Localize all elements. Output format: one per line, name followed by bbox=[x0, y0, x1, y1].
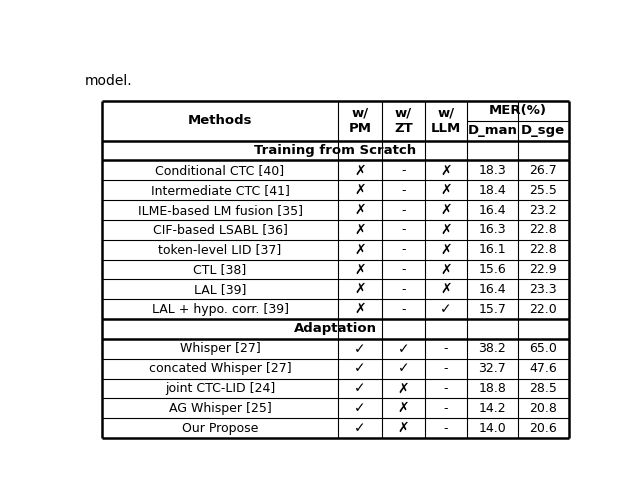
Text: concated Whisper [27]: concated Whisper [27] bbox=[148, 362, 291, 375]
Text: ✗: ✗ bbox=[440, 282, 452, 296]
Text: -: - bbox=[401, 263, 406, 276]
Text: ✗: ✗ bbox=[440, 163, 452, 178]
Text: ✓: ✓ bbox=[354, 381, 365, 395]
Text: -: - bbox=[401, 204, 406, 217]
Text: 14.2: 14.2 bbox=[479, 402, 506, 415]
Text: 16.4: 16.4 bbox=[479, 204, 506, 217]
Text: ✗: ✗ bbox=[354, 163, 365, 178]
Text: 25.5: 25.5 bbox=[529, 184, 557, 197]
Text: LAL [39]: LAL [39] bbox=[194, 283, 246, 296]
Text: 22.9: 22.9 bbox=[529, 263, 557, 276]
Text: ✓: ✓ bbox=[354, 342, 365, 356]
Text: 23.3: 23.3 bbox=[529, 283, 557, 296]
Text: ✗: ✗ bbox=[440, 203, 452, 217]
Text: -: - bbox=[401, 184, 406, 197]
Text: 47.6: 47.6 bbox=[529, 362, 557, 375]
Text: 16.1: 16.1 bbox=[479, 243, 506, 256]
Text: ✗: ✗ bbox=[397, 401, 410, 415]
Text: D_man: D_man bbox=[467, 124, 517, 137]
Text: model.: model. bbox=[85, 74, 132, 88]
Text: ✓: ✓ bbox=[354, 421, 365, 435]
Text: w/
LLM: w/ LLM bbox=[431, 107, 461, 135]
Text: ✗: ✗ bbox=[354, 223, 365, 237]
Text: -: - bbox=[401, 243, 406, 256]
Text: w/
ZT: w/ ZT bbox=[394, 107, 413, 135]
Text: 16.3: 16.3 bbox=[479, 223, 506, 236]
Text: 65.0: 65.0 bbox=[529, 343, 557, 355]
Text: -: - bbox=[401, 223, 406, 236]
Text: ✗: ✗ bbox=[440, 263, 452, 277]
Text: token-level LID [37]: token-level LID [37] bbox=[159, 243, 282, 256]
Text: 38.2: 38.2 bbox=[479, 343, 506, 355]
Text: ✗: ✗ bbox=[354, 302, 365, 316]
Text: w/
PM: w/ PM bbox=[348, 107, 371, 135]
Text: MER(%): MER(%) bbox=[489, 105, 547, 117]
Text: Intermediate CTC [41]: Intermediate CTC [41] bbox=[150, 184, 289, 197]
Text: ✗: ✗ bbox=[354, 282, 365, 296]
Text: ✗: ✗ bbox=[397, 381, 410, 395]
Text: -: - bbox=[444, 422, 448, 435]
Text: 14.0: 14.0 bbox=[479, 422, 506, 435]
Text: LAL + hypo. corr. [39]: LAL + hypo. corr. [39] bbox=[152, 303, 289, 316]
Text: ✗: ✗ bbox=[440, 223, 452, 237]
Text: 22.0: 22.0 bbox=[529, 303, 557, 316]
Text: ✓: ✓ bbox=[397, 362, 410, 376]
Text: 22.8: 22.8 bbox=[529, 243, 557, 256]
Text: 18.3: 18.3 bbox=[479, 164, 506, 177]
Text: 18.4: 18.4 bbox=[479, 184, 506, 197]
Text: CIF-based LSABL [36]: CIF-based LSABL [36] bbox=[152, 223, 287, 236]
Text: ✓: ✓ bbox=[354, 401, 365, 415]
Text: -: - bbox=[401, 303, 406, 316]
Text: 20.8: 20.8 bbox=[529, 402, 557, 415]
Text: -: - bbox=[444, 402, 448, 415]
Text: -: - bbox=[444, 362, 448, 375]
Text: Adaptation: Adaptation bbox=[294, 322, 377, 336]
Text: -: - bbox=[444, 382, 448, 395]
Text: ILME-based LM fusion [35]: ILME-based LM fusion [35] bbox=[138, 204, 303, 217]
Text: ✗: ✗ bbox=[354, 183, 365, 197]
Text: 18.8: 18.8 bbox=[478, 382, 506, 395]
Text: 15.7: 15.7 bbox=[478, 303, 506, 316]
Text: AG Whisper [25]: AG Whisper [25] bbox=[169, 402, 271, 415]
Text: ✗: ✗ bbox=[397, 421, 410, 435]
Text: ✗: ✗ bbox=[354, 263, 365, 277]
Text: 20.6: 20.6 bbox=[529, 422, 557, 435]
Text: CTL [38]: CTL [38] bbox=[193, 263, 246, 276]
Text: 32.7: 32.7 bbox=[479, 362, 506, 375]
Text: ✗: ✗ bbox=[354, 203, 365, 217]
Text: ✓: ✓ bbox=[440, 302, 452, 316]
Text: Methods: Methods bbox=[188, 114, 252, 127]
Text: joint CTC-LID [24]: joint CTC-LID [24] bbox=[165, 382, 275, 395]
Text: 22.8: 22.8 bbox=[529, 223, 557, 236]
Text: ✗: ✗ bbox=[440, 242, 452, 257]
Text: ✓: ✓ bbox=[397, 342, 410, 356]
Text: 23.2: 23.2 bbox=[529, 204, 557, 217]
Text: Conditional CTC [40]: Conditional CTC [40] bbox=[156, 164, 285, 177]
Text: 16.4: 16.4 bbox=[479, 283, 506, 296]
Text: ✗: ✗ bbox=[354, 242, 365, 257]
Text: -: - bbox=[401, 283, 406, 296]
Text: Whisper [27]: Whisper [27] bbox=[180, 343, 260, 355]
Text: 15.6: 15.6 bbox=[479, 263, 506, 276]
Text: D_sge: D_sge bbox=[521, 124, 565, 137]
Text: Training from Scratch: Training from Scratch bbox=[254, 144, 417, 157]
Text: -: - bbox=[401, 164, 406, 177]
Text: -: - bbox=[444, 343, 448, 355]
Text: Our Propose: Our Propose bbox=[182, 422, 258, 435]
Text: 26.7: 26.7 bbox=[529, 164, 557, 177]
Text: ✓: ✓ bbox=[354, 362, 365, 376]
Text: 28.5: 28.5 bbox=[529, 382, 557, 395]
Text: ✗: ✗ bbox=[440, 183, 452, 197]
